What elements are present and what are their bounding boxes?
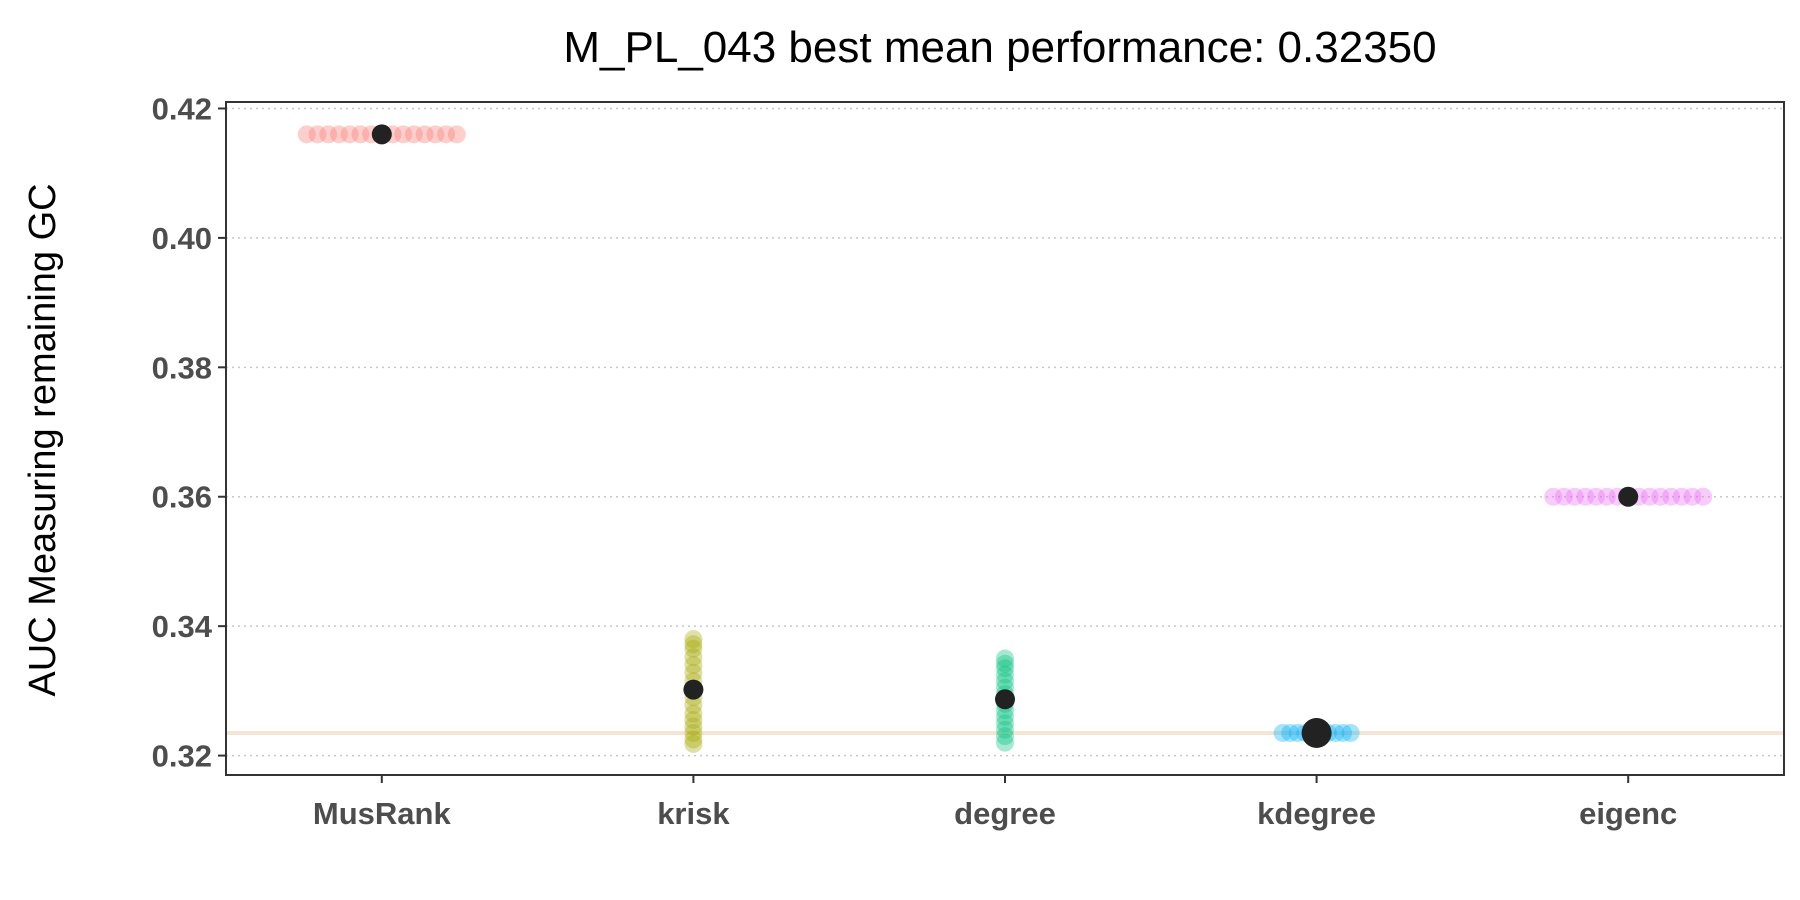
y-tick-label: 0.38 [152,350,212,385]
y-axis-label: AUC Measuring remaining GC [22,183,64,696]
data-point [996,649,1014,668]
data-points [297,125,1713,753]
data-point [684,635,703,654]
data-point [996,733,1014,752]
data-point [394,125,413,144]
data-point [684,704,703,723]
data-point [684,696,703,715]
data-point [415,125,434,144]
x-tick-label: kdegree [1257,796,1376,831]
mean-point [371,124,392,145]
mean-point [683,679,704,700]
data-point [308,125,327,144]
data-point [996,654,1014,673]
data-point [1565,487,1584,506]
data-point [684,655,703,674]
data-point [319,125,338,144]
data-point [684,639,703,658]
data-point [437,125,456,144]
y-tick-label: 0.34 [152,609,213,644]
data-point [684,710,703,729]
data-point [684,734,703,753]
data-point [1672,487,1691,506]
data-point [1281,723,1300,742]
data-point [684,717,703,736]
x-tick-label: MusRank [313,796,452,831]
data-point [329,125,348,144]
data-point [996,714,1014,733]
data-point [447,125,466,144]
data-point [404,125,423,144]
data-point [996,659,1014,678]
x-axis-ticks: MusRank krisk degree kdegree eigenc [313,775,1677,831]
y-tick-label: 0.36 [152,480,212,515]
data-point [684,730,703,749]
data-point [1597,487,1616,506]
data-point [996,665,1014,684]
x-tick-label: krisk [657,796,730,831]
data-point [1341,723,1360,742]
data-point [1587,487,1606,506]
gridlines [226,107,1784,757]
x-tick-label: degree [954,796,1056,831]
data-point [996,727,1014,746]
mean-point [1618,486,1639,507]
data-point [1326,723,1345,742]
data-point [1651,487,1670,506]
y-tick-label: 0.32 [152,739,212,774]
x-tick-label: eigenc [1579,796,1677,831]
mean-point [1301,717,1332,748]
mean-markers [371,124,1639,748]
data-point [684,630,703,649]
data-point [684,723,703,742]
data-point [1334,723,1353,742]
data-point [1662,487,1681,506]
data-point [297,125,316,144]
data-point [684,663,703,682]
data-point [1640,487,1659,506]
y-axis-ticks: 0.32 0.34 0.36 0.38 0.40 0.42 [152,91,226,774]
data-point [1273,723,1292,742]
data-point [1544,487,1563,506]
y-tick-label: 0.42 [152,91,212,126]
data-point [996,672,1014,691]
y-tick-label: 0.40 [152,221,212,256]
data-point [1288,723,1307,742]
chart-title: M_PL_043 best mean performance: 0.32350 [563,23,1436,72]
mean-point [995,689,1015,710]
data-point [1694,487,1713,506]
data-point [340,125,359,144]
data-point [996,707,1014,726]
data-point [426,125,445,144]
data-point [1554,487,1573,506]
data-point [1576,487,1595,506]
data-point [996,720,1014,739]
data-point [1683,487,1702,506]
data-point [684,648,703,667]
data-point [351,125,370,144]
